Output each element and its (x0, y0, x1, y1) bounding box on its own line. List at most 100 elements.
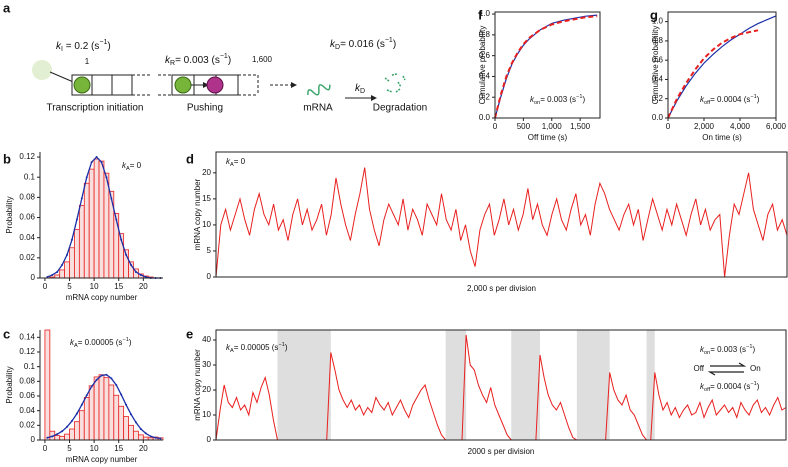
formula-part: = 0.003 (s (710, 345, 746, 354)
formula-part: ) (752, 345, 755, 354)
bar (123, 416, 129, 441)
y-tick-label: 0.12 (19, 347, 35, 356)
y-tick-label: 10 (202, 410, 211, 419)
formula-part: −1 (385, 37, 393, 44)
symbol: k (226, 157, 231, 166)
state-label: On (750, 364, 761, 373)
bar (59, 269, 66, 279)
y-tick-label: 0.4 (652, 75, 664, 84)
cdf-line (667, 15, 777, 119)
formula-part: ) (129, 338, 132, 347)
y-tick-label: 0.0 (652, 113, 664, 122)
formula: kA= 0.00005 (s−1) (70, 337, 132, 349)
y-tick-label: 0 (31, 435, 36, 444)
x-axis-label: On time (s) (702, 133, 742, 142)
site (91, 74, 113, 96)
formula-part: = 0.016 (s (340, 39, 385, 50)
y-tick-label: 40 (202, 335, 211, 344)
formula-part: A (126, 166, 130, 172)
site-dashed (238, 74, 259, 96)
y-tick-label: 0.02 (19, 420, 35, 429)
fit-point (66, 425, 69, 428)
off-period (277, 330, 331, 440)
axes-frame (215, 151, 788, 278)
bar (69, 428, 75, 441)
off-period (646, 330, 655, 440)
panel-letter: e (186, 326, 193, 341)
state-label: Off (693, 364, 704, 373)
x-axis-label: 2000 s per division (468, 447, 535, 456)
x-tick-label: 15 (114, 282, 123, 291)
x-tick-label: 0 (493, 122, 498, 131)
formula-part: A (230, 162, 234, 168)
symbol: k (700, 382, 705, 391)
formula: koff= 0.0004 (s−1) (700, 94, 760, 106)
fit-line (47, 374, 161, 440)
panel-letter: b (3, 151, 11, 166)
off-period (511, 330, 540, 440)
x-axis-label: mRNA copy number (66, 455, 138, 464)
x-tick-label: 1,000 (542, 122, 563, 131)
fit-point (85, 394, 88, 397)
symbol: k (530, 95, 535, 104)
fit-point (139, 428, 142, 430)
axes (39, 330, 163, 441)
cdf-line (667, 29, 759, 119)
y-tick-label: 0.1 (24, 362, 36, 371)
y-tick-label: 20 (202, 385, 211, 394)
y-axis-label: Cumulative probability (478, 26, 487, 105)
y-tick-label: 0.6 (479, 51, 491, 60)
off-period (445, 330, 467, 440)
bar (118, 405, 125, 441)
bar (74, 421, 80, 441)
formula-part: D (335, 44, 340, 51)
bar (108, 384, 115, 441)
bar (78, 205, 85, 279)
y-axis-label: mRNA copy number (193, 178, 202, 250)
bar (98, 160, 105, 279)
formula-part: −1 (220, 53, 228, 60)
label: Pushing (187, 103, 223, 114)
site-dashed (132, 74, 152, 96)
formula: kD= 0.016 (s−1) (330, 37, 396, 51)
fragments (384, 73, 406, 93)
y-tick-label: 0.8 (652, 36, 664, 45)
panel-letter: g (650, 7, 658, 22)
switch-arrow (707, 362, 747, 376)
fit-point (56, 270, 59, 273)
fit-point (130, 413, 133, 416)
symbol: k (226, 343, 231, 352)
bar (113, 394, 120, 441)
fit-point (95, 378, 98, 381)
bar (69, 247, 75, 279)
bar (74, 229, 80, 279)
formula-part: ) (757, 382, 760, 391)
bar (113, 213, 120, 279)
symbol: k (70, 338, 75, 347)
y-tick-label: 0.04 (19, 233, 35, 242)
fit-point (56, 433, 59, 436)
x-tick-label: 0 (43, 444, 48, 453)
y-tick-label: 0.02 (19, 253, 35, 262)
y-axis-label: mRNA copy number (193, 349, 202, 421)
x-tick-label: 0 (666, 122, 671, 131)
bar (78, 410, 85, 441)
formula-part: −1 (750, 94, 756, 100)
panel-letter: d (186, 151, 194, 166)
site-label: 1 (85, 57, 90, 66)
formula: kA= 0 (122, 161, 142, 172)
fit-point (80, 197, 83, 200)
fit-point (95, 156, 98, 159)
fit-point (46, 275, 49, 278)
bar (83, 182, 90, 279)
fit-point (120, 238, 123, 241)
fit-point (61, 263, 64, 266)
polymerase (73, 76, 91, 94)
fit-point (80, 403, 83, 406)
y-tick-label: 0.08 (19, 376, 35, 385)
y-tick-label: 0.8 (479, 30, 491, 39)
polymerase (206, 76, 224, 94)
trace-line (215, 167, 788, 278)
symbol: k (330, 39, 336, 50)
formula-part: = 0.00005 (s (78, 338, 123, 347)
